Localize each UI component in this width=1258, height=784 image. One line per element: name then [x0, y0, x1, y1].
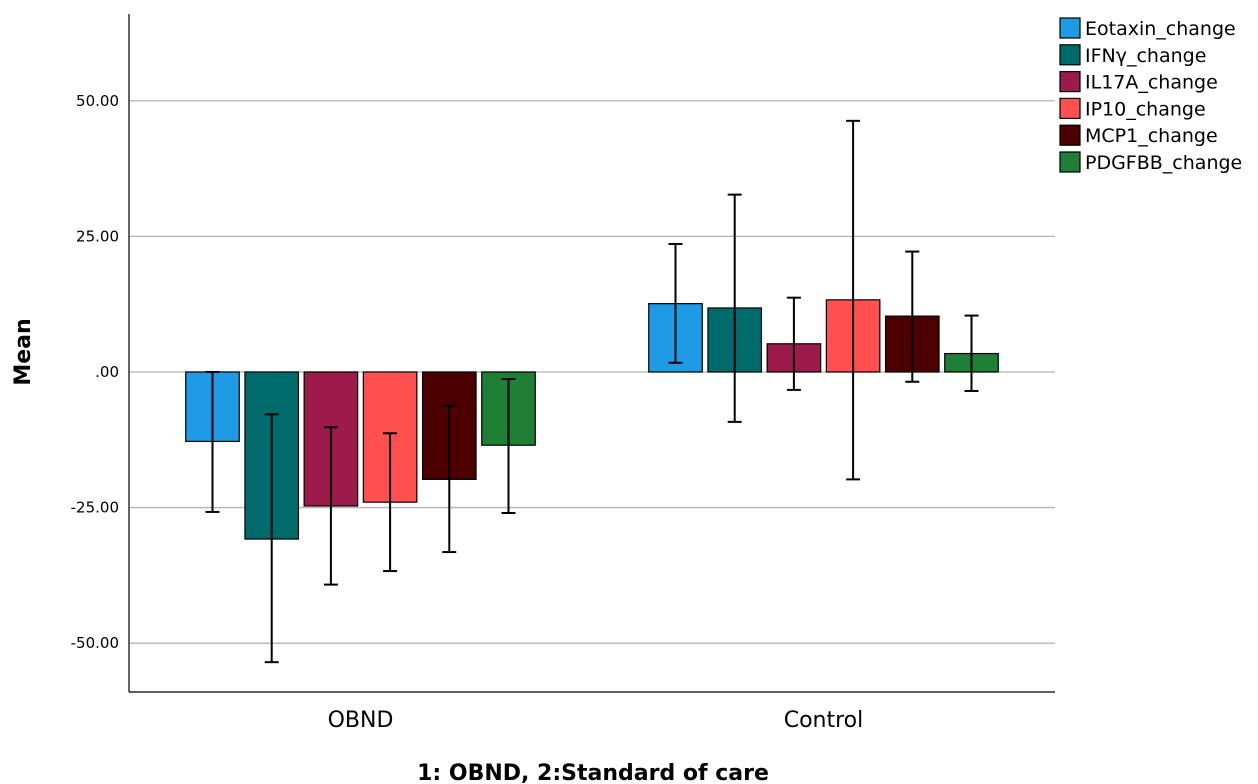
- y-tick-label: -50.00: [71, 634, 119, 652]
- legend-swatch: [1059, 151, 1081, 173]
- legend-label: IFNγ_change: [1085, 45, 1206, 67]
- x-axis-title: 1: OBND, 2:Standard of care: [417, 761, 769, 784]
- legend-swatch: [1059, 44, 1081, 66]
- y-tick-label: .00: [95, 363, 119, 381]
- legend-swatch: [1059, 17, 1081, 39]
- legend: Eotaxin_change IFNγ_change IL17A_change IP1…: [1059, 17, 1242, 174]
- legend-swatch: [1059, 124, 1081, 146]
- x-category-label: OBND: [328, 708, 394, 733]
- axes: [128, 14, 1055, 693]
- legend-swatch: [1059, 97, 1081, 120]
- x-category-label: Control: [784, 708, 864, 733]
- legend-swatch: [1059, 70, 1081, 93]
- y-tick-labels: 50.00 25.00 .00 -25.00 -50.00: [71, 92, 119, 652]
- y-tick-label: 50.00: [76, 92, 119, 110]
- legend-label: IL17A_change: [1085, 72, 1218, 94]
- legend-label: IP10_change: [1085, 98, 1206, 120]
- error-bars: [205, 119, 979, 664]
- bars: [185, 299, 999, 540]
- legend-label: MCP1_change: [1085, 125, 1218, 147]
- legend-label: PDGFBB_change: [1085, 152, 1242, 174]
- y-tick-label: 25.00: [76, 227, 119, 245]
- y-tick-label: -25.00: [71, 499, 119, 517]
- legend-label: Eotaxin_change: [1085, 18, 1236, 40]
- x-category-labels: OBND Control: [328, 708, 864, 733]
- y-axis-title: Mean: [11, 318, 36, 385]
